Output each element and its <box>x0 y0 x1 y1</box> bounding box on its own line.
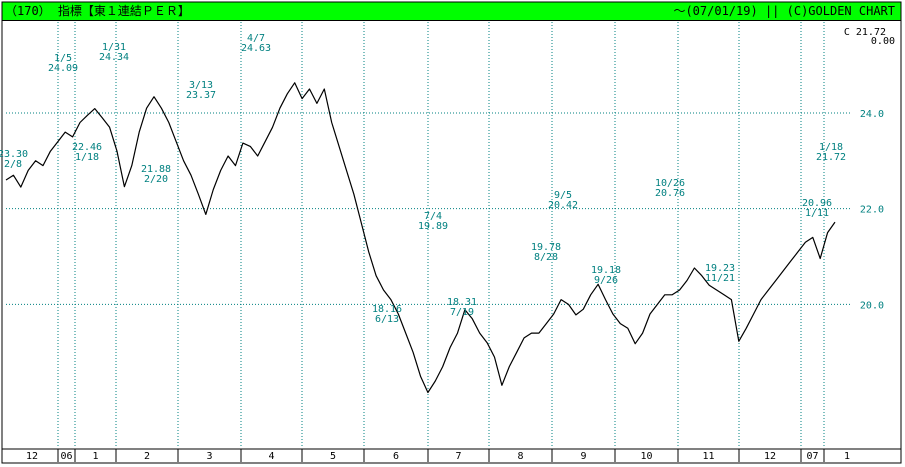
price-annotation: 7/419.89 <box>418 211 448 232</box>
annotation-value: 22.46 <box>72 142 102 153</box>
y-tick-label: 20.0 <box>860 300 884 311</box>
annotation-value: 21.72 <box>816 152 846 163</box>
annotation-date: 10/26 <box>655 178 685 189</box>
price-annotation: 18.166/13 <box>372 304 402 325</box>
price-annotation: 22.461/18 <box>72 142 102 163</box>
index-code: （170） <box>5 4 51 18</box>
annotation-value: 23.30 <box>0 149 28 160</box>
annotation-value: 21.88 <box>141 164 171 175</box>
x-tick-label: 4 <box>268 451 274 462</box>
annotation-date: 1/18 <box>75 152 99 163</box>
price-annotation: 9/520.42 <box>548 190 578 211</box>
x-tick-label: 2 <box>144 451 150 462</box>
x-tick-label: 1 <box>92 451 98 462</box>
chart-title: 指標【東１連結ＰＥＲ】 <box>57 4 190 18</box>
annotation-value: 24.34 <box>99 52 129 63</box>
annotation-date: 1/31 <box>102 42 126 53</box>
annotation-value: 19.18 <box>591 265 621 276</box>
x-tick-label: 9 <box>580 451 586 462</box>
series-layer <box>5 82 836 394</box>
date-range: ～(07/01/19) <box>673 4 758 18</box>
annotation-date: 9/5 <box>554 190 572 201</box>
price-annotation: 21.882/20 <box>141 164 171 185</box>
annotation-date: 2/8 <box>4 159 22 170</box>
header-right: ～(07/01/19) || (C)GOLDEN CHART <box>673 2 895 20</box>
x-tick-label: 3 <box>206 451 212 462</box>
annotation-value: 20.96 <box>802 198 832 209</box>
x-tick-label: 6 <box>393 451 399 462</box>
price-annotation: 18.317/19 <box>447 297 477 318</box>
x-tick-label: 06 <box>60 451 72 462</box>
copyright: (C)GOLDEN CHART <box>786 4 895 18</box>
annotation-value: 24.09 <box>48 63 78 74</box>
annotation-value: 20.76 <box>655 188 685 199</box>
annotation-date: 7/4 <box>424 211 442 222</box>
x-tick-label: 5 <box>330 451 336 462</box>
annotation-value: 18.16 <box>372 304 402 315</box>
annotation-date: 8/28 <box>534 252 558 263</box>
header-left: （170） 指標【東１連結ＰＥＲ】 <box>5 2 190 20</box>
grid-lines <box>6 22 852 448</box>
x-tick-label: 12 <box>764 451 776 462</box>
x-axis: 12 06 1 2 3 4 5 6 7 8 9 10 11 12 07 1 <box>26 449 850 462</box>
chart-header: （170） 指標【東１連結ＰＥＲ】 ～(07/01/19) || (C)GOLD… <box>2 2 901 21</box>
x-tick-label: 8 <box>517 451 523 462</box>
price-annotation: 23.302/8 <box>0 149 28 170</box>
x-tick-label: 07 <box>806 451 818 462</box>
annotation-date: 1/18 <box>819 142 843 153</box>
annotation-date: 3/13 <box>189 80 213 91</box>
annotation-value: 19.78 <box>531 242 561 253</box>
annotation-value: 18.31 <box>447 297 477 308</box>
readout-last: C 21.72 <box>844 27 886 38</box>
annotation-value: 24.63 <box>241 43 271 54</box>
price-annotation: 20.961/11 <box>802 198 832 219</box>
price-annotation: 19.788/28 <box>531 242 561 263</box>
annotation-date: 4/7 <box>247 33 265 44</box>
y-axis: 20.0 22.0 24.0 <box>860 109 884 311</box>
x-tick-label: 11 <box>702 451 714 462</box>
annotation-layer: 23.302/81/524.0922.461/181/3124.3421.882… <box>0 33 846 325</box>
x-tick-label: 10 <box>640 451 652 462</box>
y-tick-label: 22.0 <box>860 205 884 216</box>
header-separator: || <box>764 4 780 18</box>
annotation-value: 19.89 <box>418 221 448 232</box>
x-tick-label: 1 <box>844 451 850 462</box>
x-tick-label: 12 <box>26 451 38 462</box>
annotation-value: 23.37 <box>186 90 216 101</box>
per-series-line <box>5 82 836 394</box>
annotation-value: 20.42 <box>548 200 578 211</box>
annotation-date: 9/26 <box>594 275 618 286</box>
annotation-date: 1/5 <box>54 53 72 64</box>
price-annotation: 4/724.63 <box>241 33 271 54</box>
annotation-date: 1/11 <box>805 208 829 219</box>
annotation-date: 7/19 <box>450 307 474 318</box>
price-annotation: 1/524.09 <box>48 53 78 74</box>
x-tick-label: 7 <box>455 451 461 462</box>
y-tick-label: 24.0 <box>860 109 884 120</box>
readout-change: 0.00 <box>871 36 895 47</box>
annotation-date: 6/13 <box>375 314 399 325</box>
price-annotation: 19.189/26 <box>591 265 621 286</box>
annotation-date: 2/20 <box>144 174 168 185</box>
annotation-date: 11/21 <box>705 273 735 284</box>
annotation-value: 19.23 <box>705 263 735 274</box>
